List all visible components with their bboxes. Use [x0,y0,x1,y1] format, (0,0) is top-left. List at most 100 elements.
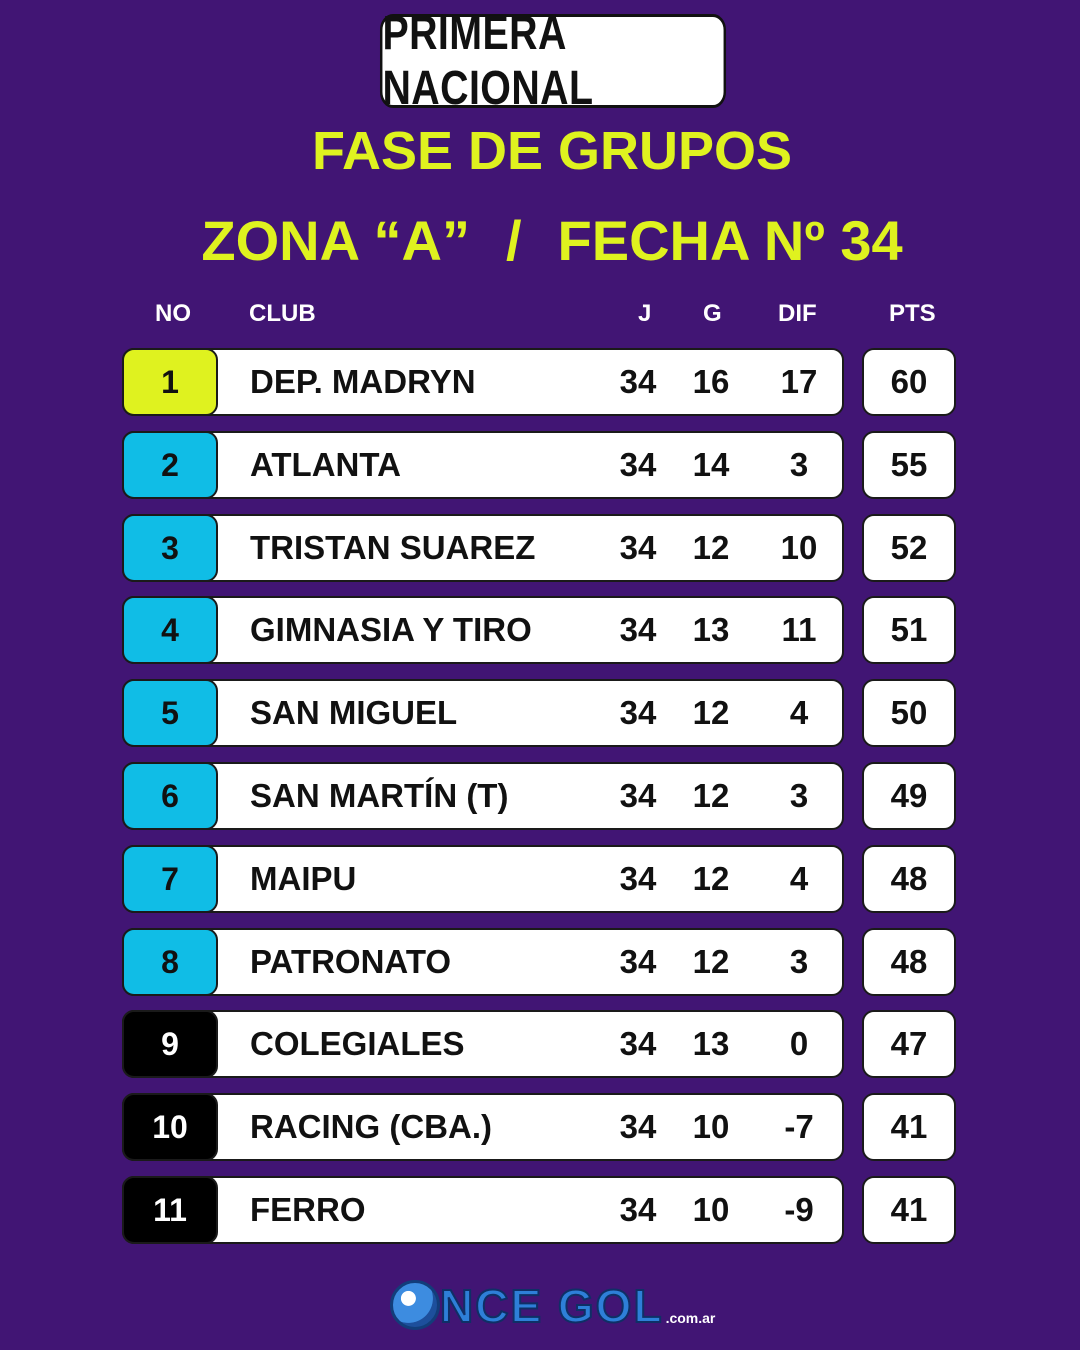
club-name: COLEGIALES [250,1025,465,1062]
row-bar [122,679,844,747]
row-bar [122,845,844,913]
club-name: TRISTAN SUAREZ [250,529,536,566]
wins-value: 12 [692,943,730,980]
goal-diff-value: 4 [789,694,809,731]
goal-diff-value: 17 [780,363,818,400]
played-value: 34 [619,1108,657,1145]
oncegol-logo: NCE GOL .com.ar [390,1278,716,1331]
club-name: SAN MIGUEL [250,694,458,731]
zone-label: ZONA “A” [201,209,470,272]
wins-value: 13 [692,611,730,648]
table-row: 9 COLEGIALES 34 13 0 47 [0,1010,1080,1080]
goal-diff-value: 10 [780,529,818,566]
points-value: 49 [862,762,956,830]
goal-diff-value: 4 [789,860,809,897]
points-value: 48 [862,845,956,913]
table-row: 5 SAN MIGUEL 34 12 4 50 [0,679,1080,749]
position-badge: 3 [122,514,218,582]
club-name: DEP. MADRYN [250,363,476,400]
row-bar [122,596,844,664]
table-row: 1 DEP. MADRYN 34 16 17 60 [0,348,1080,418]
table-row: 8 PATRONATO 34 12 3 48 [0,928,1080,998]
played-value: 34 [619,777,657,814]
goal-diff-value: -7 [784,1108,814,1145]
col-header-g: G [703,300,722,327]
table-row: 2 ATLANTA 34 14 3 55 [0,431,1080,501]
wins-value: 12 [692,860,730,897]
table-row: 11 FERRO 34 10 -9 41 [0,1176,1080,1246]
goal-diff-value: 11 [781,611,817,648]
col-header-no: NO [155,300,191,327]
round-label: FECHA Nº 34 [557,209,903,272]
goal-diff-value: 3 [789,943,809,980]
wins-value: 10 [692,1108,730,1145]
club-name: ATLANTA [250,446,401,483]
played-value: 34 [619,860,657,897]
club-name: GIMNASIA Y TIRO [250,611,532,648]
position-badge: 4 [122,596,218,664]
league-title-box: PRIMERA NACIONAL [379,7,727,115]
position-badge: 6 [122,762,218,830]
position-badge: 5 [122,679,218,747]
club-name: MAIPU [250,860,357,897]
points-value: 60 [862,348,956,416]
row-bar [122,1010,844,1078]
soccer-ball-icon [390,1280,440,1330]
wins-value: 14 [692,446,730,483]
zone-round-title: ZONA “A” / FECHA Nº 34 [0,208,1080,273]
row-bar [122,514,844,582]
wins-value: 12 [692,694,730,731]
table-row: 3 TRISTAN SUAREZ 34 12 10 52 [0,514,1080,584]
table-row: 10 RACING (CBA.) 34 10 -7 41 [0,1093,1080,1163]
played-value: 34 [619,694,657,731]
wins-value: 13 [692,1025,730,1062]
title-separator: / [505,209,522,272]
points-value: 47 [862,1010,956,1078]
col-header-pts: PTS [889,300,936,327]
points-value: 52 [862,514,956,582]
goal-diff-value: -9 [784,1191,814,1228]
position-badge: 7 [122,845,218,913]
played-value: 34 [619,611,657,648]
position-badge: 9 [122,1010,218,1078]
played-value: 34 [619,446,657,483]
played-value: 34 [619,1025,657,1062]
league-title: PRIMERA NACIONAL [382,7,594,115]
wins-value: 16 [692,363,730,400]
points-value: 41 [862,1176,956,1244]
played-value: 34 [619,1191,657,1228]
wins-value: 10 [692,1191,730,1228]
wins-value: 12 [692,777,730,814]
row-bar [122,431,844,499]
table-row: 4 GIMNASIA Y TIRO 34 13 11 51 [0,596,1080,666]
points-value: 48 [862,928,956,996]
row-bar [122,928,844,996]
row-bar [122,1093,844,1161]
position-badge: 10 [122,1093,218,1161]
goal-diff-value: 0 [789,1025,809,1062]
played-value: 34 [619,529,657,566]
row-bar [122,1176,844,1244]
points-value: 55 [862,431,956,499]
table-row: 7 MAIPU 34 12 4 48 [0,845,1080,915]
col-header-club: CLUB [249,300,316,327]
logo-domain: .com.ar [665,1310,716,1326]
club-name: FERRO [250,1191,366,1228]
points-value: 51 [862,596,956,664]
played-value: 34 [619,363,657,400]
position-badge: 8 [122,928,218,996]
row-bar [122,762,844,830]
goal-diff-value: 3 [789,446,809,483]
position-badge: 2 [122,431,218,499]
club-name: PATRONATO [250,943,452,980]
position-badge: 11 [122,1176,218,1244]
goal-diff-value: 3 [789,777,809,814]
points-value: 50 [862,679,956,747]
table-row: 6 SAN MARTÍN (T) 34 12 3 49 [0,762,1080,832]
position-badge: 1 [122,348,218,416]
club-name: RACING (CBA.) [250,1108,492,1145]
played-value: 34 [619,943,657,980]
row-bar [122,348,844,416]
club-name: SAN MARTÍN (T) [250,777,509,814]
points-value: 41 [862,1093,956,1161]
